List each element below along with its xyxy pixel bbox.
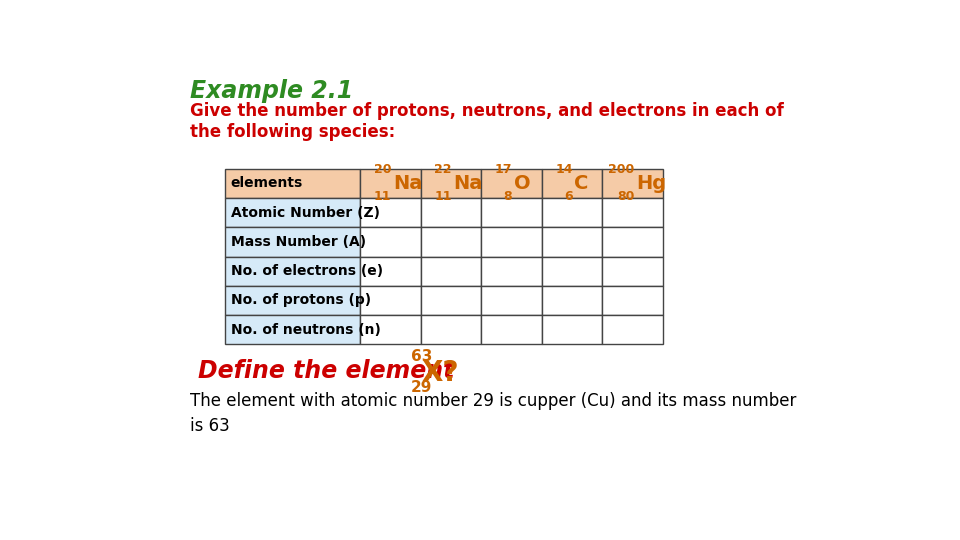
Text: 80: 80 bbox=[617, 190, 635, 203]
Text: Define the element: Define the element bbox=[198, 359, 462, 383]
Text: 8: 8 bbox=[504, 190, 512, 203]
Text: 200: 200 bbox=[609, 164, 635, 177]
Text: X?: X? bbox=[421, 359, 459, 387]
Bar bbox=[225, 286, 360, 315]
Bar bbox=[541, 256, 602, 286]
Bar bbox=[420, 256, 481, 286]
Bar bbox=[225, 315, 360, 345]
Text: Give the number of protons, neutrons, and electrons in each of
the following spe: Give the number of protons, neutrons, an… bbox=[190, 102, 783, 140]
Bar bbox=[360, 198, 420, 227]
Bar bbox=[541, 198, 602, 227]
Bar bbox=[225, 227, 360, 256]
Bar bbox=[360, 168, 420, 198]
Text: elements: elements bbox=[230, 177, 303, 191]
Text: Example 2.1: Example 2.1 bbox=[190, 79, 353, 103]
Bar bbox=[602, 227, 662, 256]
Bar bbox=[360, 256, 420, 286]
Bar bbox=[481, 286, 541, 315]
Text: 22: 22 bbox=[434, 164, 452, 177]
Bar bbox=[481, 256, 541, 286]
Text: The element with atomic number 29 is cupper (Cu) and its mass number
is 63: The element with atomic number 29 is cup… bbox=[190, 392, 796, 435]
Bar bbox=[481, 198, 541, 227]
Bar bbox=[360, 315, 420, 345]
Bar bbox=[541, 227, 602, 256]
Text: 6: 6 bbox=[564, 190, 572, 203]
Text: No. of neutrons (n): No. of neutrons (n) bbox=[230, 323, 381, 336]
Bar bbox=[602, 198, 662, 227]
Text: Mass Number (A): Mass Number (A) bbox=[230, 235, 366, 249]
Text: 11: 11 bbox=[373, 190, 392, 203]
Bar bbox=[360, 286, 420, 315]
Bar bbox=[420, 315, 481, 345]
Text: 20: 20 bbox=[373, 164, 392, 177]
Text: Na: Na bbox=[393, 174, 422, 193]
Bar bbox=[541, 315, 602, 345]
Bar bbox=[602, 256, 662, 286]
Text: Hg: Hg bbox=[636, 174, 666, 193]
Text: Na: Na bbox=[453, 174, 483, 193]
Bar bbox=[225, 168, 360, 198]
Bar bbox=[602, 315, 662, 345]
Bar bbox=[420, 168, 481, 198]
Bar bbox=[541, 286, 602, 315]
Text: C: C bbox=[574, 174, 588, 193]
Text: 63: 63 bbox=[411, 348, 432, 363]
Text: No. of electrons (e): No. of electrons (e) bbox=[230, 264, 383, 278]
Text: 14: 14 bbox=[555, 164, 572, 177]
Bar bbox=[360, 227, 420, 256]
Bar bbox=[420, 227, 481, 256]
Bar bbox=[481, 168, 541, 198]
Bar bbox=[481, 315, 541, 345]
Bar bbox=[420, 286, 481, 315]
Bar bbox=[602, 168, 662, 198]
Bar bbox=[602, 286, 662, 315]
Bar bbox=[541, 168, 602, 198]
Text: O: O bbox=[514, 174, 530, 193]
Text: 29: 29 bbox=[411, 381, 432, 395]
Text: 11: 11 bbox=[434, 190, 452, 203]
Bar bbox=[225, 198, 360, 227]
Bar bbox=[225, 256, 360, 286]
Text: Atomic Number (Z): Atomic Number (Z) bbox=[230, 206, 380, 220]
Text: 17: 17 bbox=[494, 164, 512, 177]
Bar bbox=[420, 198, 481, 227]
Bar bbox=[481, 227, 541, 256]
Text: No. of protons (p): No. of protons (p) bbox=[230, 293, 371, 307]
